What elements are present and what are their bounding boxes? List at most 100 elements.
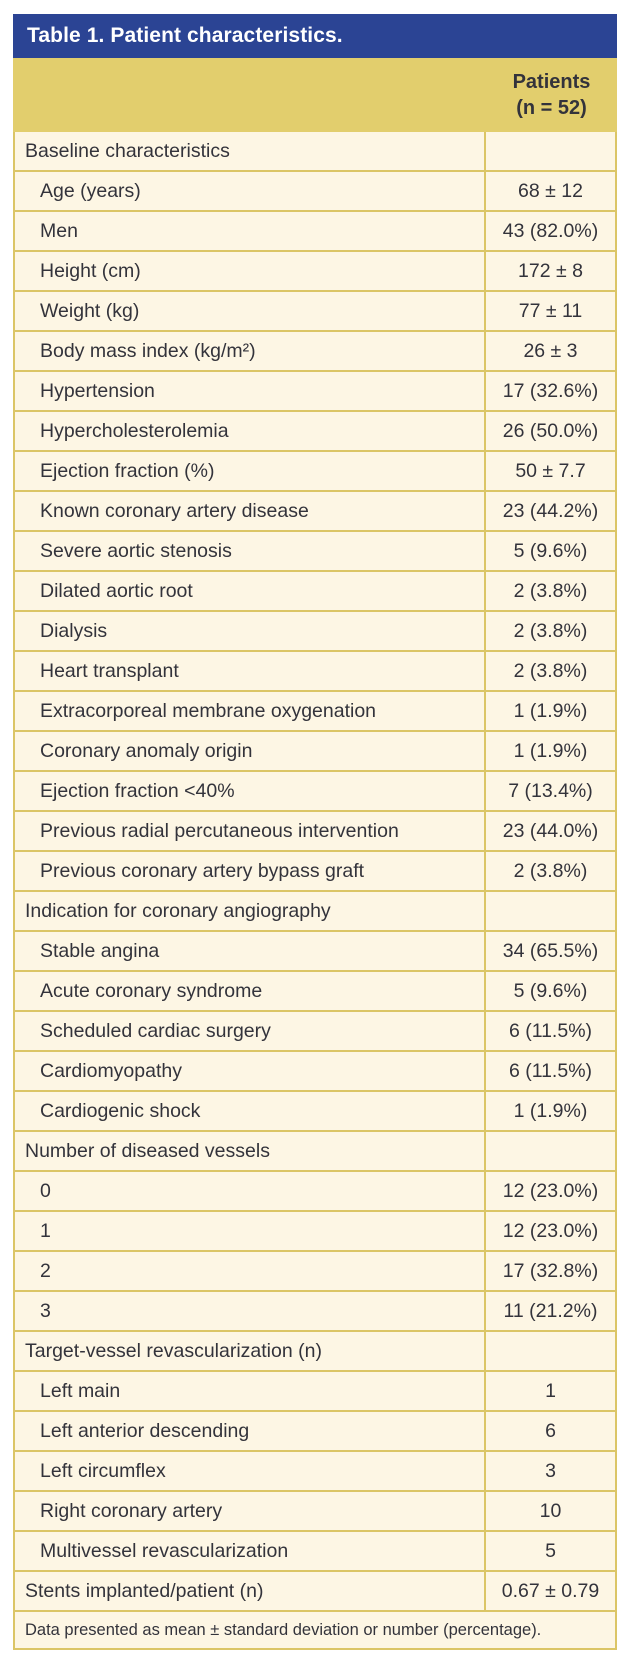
row-label: Cardiomyopathy	[40, 1059, 182, 1082]
row-label: Weight (kg)	[40, 299, 140, 322]
row-value: 2 (3.8%)	[484, 852, 615, 890]
table-row: Previous coronary artery bypass graft 2 …	[15, 852, 615, 892]
row-value: 26 ± 3	[484, 332, 615, 370]
row-value: 50 ± 7.7	[484, 452, 615, 490]
table-row: Target-vessel revascularization (n)	[15, 1332, 615, 1372]
row-value: 2 (3.8%)	[484, 612, 615, 650]
table-row: Ejection fraction (%) 50 ± 7.7	[15, 452, 615, 492]
row-label: Known coronary artery disease	[40, 499, 309, 522]
row-label: Indication for coronary angiography	[25, 899, 331, 922]
row-value: 77 ± 11	[484, 292, 615, 330]
row-value: 5	[484, 1532, 615, 1570]
row-label: Left anterior descending	[40, 1419, 250, 1442]
row-value: 10	[484, 1492, 615, 1530]
row-value: 34 (65.5%)	[484, 932, 615, 970]
row-value: 0.67 ± 0.79	[484, 1572, 615, 1610]
row-label: Right coronary artery	[40, 1499, 223, 1522]
row-value: 12 (23.0%)	[484, 1212, 615, 1250]
table-footnote: Data presented as mean ± standard deviat…	[25, 1620, 542, 1639]
row-value	[484, 132, 615, 170]
row-label: Hypertension	[40, 379, 155, 402]
row-value: 2 (3.8%)	[484, 652, 615, 690]
row-label: 3	[40, 1299, 51, 1322]
table-row: Stable angina 34 (65.5%)	[15, 932, 615, 972]
row-value	[484, 1332, 615, 1370]
table-row: 3 11 (21.2%)	[15, 1292, 615, 1332]
row-label: Scheduled cardiac surgery	[40, 1019, 271, 1042]
row-value: 7 (13.4%)	[484, 772, 615, 810]
row-value: 1 (1.9%)	[484, 1092, 615, 1130]
row-label: Target-vessel revascularization (n)	[25, 1339, 322, 1362]
table-row: Indication for coronary angiography	[15, 892, 615, 932]
table-row: Heart transplant 2 (3.8%)	[15, 652, 615, 692]
row-label: Extracorporeal membrane oxygenation	[40, 699, 377, 722]
table-row: Extracorporeal membrane oxygenation 1 (1…	[15, 692, 615, 732]
row-value: 68 ± 12	[484, 172, 615, 210]
row-label: Men	[40, 219, 78, 242]
table-row: Body mass index (kg/m²) 26 ± 3	[15, 332, 615, 372]
table-row: Baseline characteristics	[15, 132, 615, 172]
row-value: 3	[484, 1452, 615, 1490]
row-label: Age (years)	[40, 179, 141, 202]
row-label: Baseline characteristics	[25, 139, 230, 162]
row-label: Hypercholesterolemia	[40, 419, 229, 442]
row-value: 1 (1.9%)	[484, 692, 615, 730]
row-label: Ejection fraction <40%	[40, 779, 235, 802]
row-label: Severe aortic stenosis	[40, 539, 232, 562]
row-label: Multivessel revascularization	[40, 1539, 289, 1562]
row-label: Body mass index (kg/m²)	[40, 339, 256, 362]
row-label: 2	[40, 1259, 51, 1282]
row-label: Ejection fraction (%)	[40, 459, 215, 482]
row-label: 1	[40, 1219, 51, 1242]
table-row: Cardiomyopathy 6 (11.5%)	[15, 1052, 615, 1092]
table-header-row: Patients (n = 52)	[13, 58, 617, 132]
table-row: Scheduled cardiac surgery 6 (11.5%)	[15, 1012, 615, 1052]
table-row: Left anterior descending 6	[15, 1412, 615, 1452]
row-value: 43 (82.0%)	[484, 212, 615, 250]
row-value: 26 (50.0%)	[484, 412, 615, 450]
row-value: 6 (11.5%)	[484, 1012, 615, 1050]
row-label: Previous coronary artery bypass graft	[40, 859, 365, 882]
row-label: Dilated aortic root	[40, 579, 193, 602]
column-header-patients: Patients (n = 52)	[512, 71, 591, 119]
table-row: Number of diseased vessels	[15, 1132, 615, 1172]
row-label: Left main	[40, 1379, 121, 1402]
row-value	[484, 892, 615, 930]
row-value	[484, 1132, 615, 1170]
table-title-bar: Table 1. Patient characteristics.	[13, 14, 617, 58]
row-label: Previous radial percutaneous interventio…	[40, 819, 399, 842]
table-row: Ejection fraction <40% 7 (13.4%)	[15, 772, 615, 812]
table-row: Cardiogenic shock 1 (1.9%)	[15, 1092, 615, 1132]
table-row: Age (years) 68 ± 12	[15, 172, 615, 212]
row-value: 17 (32.8%)	[484, 1252, 615, 1290]
row-value: 5 (9.6%)	[484, 972, 615, 1010]
row-value: 6	[484, 1412, 615, 1450]
row-value: 12 (23.0%)	[484, 1172, 615, 1210]
row-value: 172 ± 8	[484, 252, 615, 290]
table-row: Weight (kg) 77 ± 11	[15, 292, 615, 332]
table-row: Hypertension 17 (32.6%)	[15, 372, 615, 412]
table-footnote-row: Data presented as mean ± standard deviat…	[15, 1612, 615, 1648]
row-label: Left circumflex	[40, 1459, 166, 1482]
row-label: Number of diseased vessels	[25, 1139, 270, 1162]
table-body: Baseline characteristics Age (years) 68 …	[13, 132, 617, 1650]
patient-characteristics-table: Table 1. Patient characteristics. Patien…	[13, 14, 617, 1650]
table-row: Height (cm) 172 ± 8	[15, 252, 615, 292]
row-label: Coronary anomaly origin	[40, 739, 253, 762]
row-value: 23 (44.0%)	[484, 812, 615, 850]
table-row: Right coronary artery 10	[15, 1492, 615, 1532]
table-row: Dialysis 2 (3.8%)	[15, 612, 615, 652]
table-row: Severe aortic stenosis 5 (9.6%)	[15, 532, 615, 572]
table-row: Hypercholesterolemia 26 (50.0%)	[15, 412, 615, 452]
row-value: 1 (1.9%)	[484, 732, 615, 770]
table-row: Stents implanted/patient (n) 0.67 ± 0.79	[15, 1572, 615, 1612]
row-value: 17 (32.6%)	[484, 372, 615, 410]
table-row: 1 12 (23.0%)	[15, 1212, 615, 1252]
table-row: Acute coronary syndrome 5 (9.6%)	[15, 972, 615, 1012]
row-label: Height (cm)	[40, 259, 141, 282]
table-row: Men 43 (82.0%)	[15, 212, 615, 252]
row-label: 0	[40, 1179, 51, 1202]
row-label: Cardiogenic shock	[40, 1099, 201, 1122]
table-row: Dilated aortic root 2 (3.8%)	[15, 572, 615, 612]
